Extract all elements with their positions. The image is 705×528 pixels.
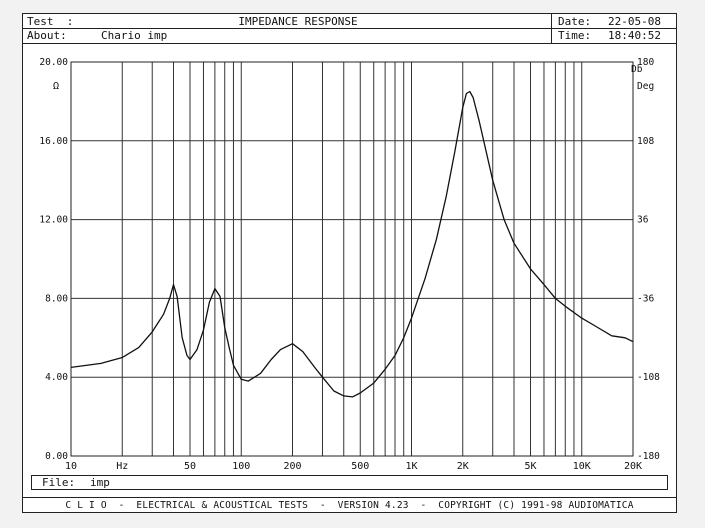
- right-y-tick-label: -180: [637, 451, 660, 462]
- x-tick-label: 5K: [524, 461, 536, 472]
- plot-border: [70, 61, 634, 457]
- header-panel: Test : IMPEDANCE RESPONSE About: Chario …: [23, 14, 676, 44]
- right-unit-deg-label: Deg: [637, 81, 654, 92]
- file-value: imp: [90, 476, 110, 489]
- left-y-tick-label: 20.00: [39, 57, 68, 68]
- series-layer: [70, 90, 634, 398]
- right-y-tick-label: 36: [637, 215, 649, 226]
- test-label: Test :: [27, 15, 74, 28]
- right-y-tick-label: -36: [637, 293, 654, 304]
- copyright-footer: C L I O - ELECTRICAL & ACOUSTICAL TESTS …: [23, 497, 676, 513]
- right-y-tick-label: -108: [637, 372, 660, 383]
- x-tick-label: 1K: [405, 461, 417, 472]
- x-tick-label: 10: [65, 461, 77, 472]
- right-y-tick-labels: -180 -108 -36 36 108 180: [637, 57, 660, 462]
- left-y-tick-label: 8.00: [45, 293, 68, 304]
- x-tick-label: 2K: [457, 461, 469, 472]
- x-tick-label: 500: [351, 461, 369, 472]
- right-unit-db-label: Db: [631, 64, 643, 75]
- x-tick-label: 100: [232, 461, 250, 472]
- impedance-chart: 10 Hz 50 100 200 500 1K 2K 5K 10K 20K 0.00 4.00 8.00…: [39, 57, 660, 472]
- about-value: Chario imp: [101, 29, 168, 42]
- impedance-curve: [70, 90, 634, 398]
- right-y-tick-label: 180: [637, 57, 654, 68]
- x-tick-label: 20K: [624, 461, 642, 472]
- left-unit-label: Ω: [53, 81, 59, 92]
- right-y-tick-label: 108: [637, 136, 654, 147]
- chart-title: IMPEDANCE RESPONSE: [238, 15, 358, 28]
- x-tick-label: Hz: [116, 461, 128, 472]
- date-label: Date:: [558, 15, 592, 28]
- time-label: Time:: [558, 29, 592, 42]
- left-y-tick-labels: 0.00 4.00 8.00 12.00 16.00 20.00: [39, 57, 68, 462]
- x-tick-label: 50: [184, 461, 196, 472]
- header-row-divider: [23, 28, 676, 29]
- date-value: 22-05-08: [608, 15, 661, 28]
- left-y-tick-label: 0.00: [45, 451, 68, 462]
- clio-window: Test : IMPEDANCE RESPONSE About: Chario …: [22, 13, 677, 513]
- unit-labels: Ω Db Deg: [53, 64, 654, 92]
- file-label: File:: [42, 476, 76, 489]
- time-value: 18:40:52: [608, 29, 661, 42]
- about-label: About:: [27, 29, 67, 42]
- x-tick-labels: 10 Hz 50 100 200 500 1K 2K 5K 10K 20K: [65, 461, 642, 472]
- grid-layer: [71, 62, 633, 456]
- left-y-tick-label: 4.00: [45, 372, 68, 383]
- left-y-tick-label: 12.00: [39, 215, 68, 226]
- x-tick-label: 10K: [573, 461, 591, 472]
- x-tick-label: 200: [283, 461, 301, 472]
- file-bar: File: imp: [31, 475, 668, 490]
- left-y-tick-label: 16.00: [39, 136, 68, 147]
